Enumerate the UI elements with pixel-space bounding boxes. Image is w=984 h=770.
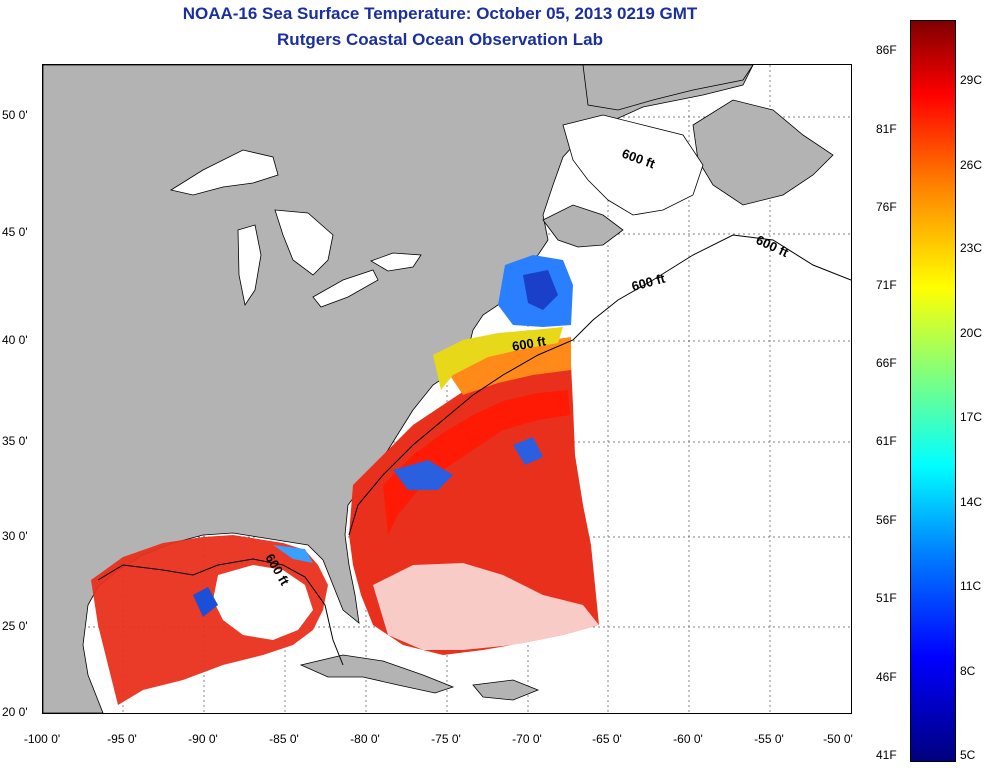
lat-label: 30 0' bbox=[2, 529, 28, 543]
temperature-colorbar bbox=[910, 20, 956, 762]
colorbar-c-label: 17C bbox=[960, 410, 983, 424]
colorbar-c-label: 23C bbox=[960, 241, 983, 255]
sst-gulf-coastal-cool bbox=[273, 545, 313, 563]
lon-label: -65 0' bbox=[592, 732, 622, 746]
land-maritimes bbox=[542, 204, 624, 248]
contour-600ft bbox=[97, 234, 851, 666]
gulf-st-lawrence bbox=[562, 114, 704, 216]
land-hispaniola bbox=[472, 679, 540, 701]
colorbar-f-label: 71F bbox=[876, 278, 897, 292]
land-quebec-north bbox=[582, 65, 754, 111]
map-canvas: 600 ft 600 ft 600 ft 600 ft 600 ft bbox=[43, 65, 851, 713]
contour-label-3: 600 ft bbox=[630, 270, 667, 293]
colorbar-f-label: 66F bbox=[876, 356, 897, 370]
lon-label: -100 0' bbox=[23, 732, 61, 746]
map-title: NOAA-16 Sea Surface Temperature: October… bbox=[182, 4, 698, 23]
lon-label: -75 0' bbox=[431, 732, 461, 746]
lon-label: -85 0' bbox=[269, 732, 299, 746]
colorbar-c-label: 5C bbox=[960, 748, 976, 762]
lake-erie bbox=[312, 269, 379, 308]
sst-gulf-clear-area bbox=[213, 565, 313, 640]
lon-label: -55 0' bbox=[754, 732, 784, 746]
colorbar-f-label: 61F bbox=[876, 434, 897, 448]
lake-ontario bbox=[370, 252, 422, 272]
lat-label: 40 0' bbox=[2, 333, 28, 347]
lon-label: -70 0' bbox=[512, 732, 542, 746]
colorbar-c-label: 14C bbox=[960, 495, 983, 509]
sst-mid-atlantic-shelf-yellow bbox=[433, 327, 563, 390]
colorbar-f-label: 76F bbox=[876, 200, 897, 214]
lon-label: -80 0' bbox=[350, 732, 380, 746]
land-cuba bbox=[299, 654, 455, 694]
colorbar-c-label: 11C bbox=[960, 579, 982, 593]
lat-label: 25 0' bbox=[2, 619, 28, 633]
contour-label-2: 600 ft bbox=[754, 232, 792, 260]
colorbar-f-label: 81F bbox=[876, 122, 897, 136]
lon-label: -90 0' bbox=[188, 732, 218, 746]
land-newfoundland bbox=[692, 99, 834, 206]
sst-atlantic-blue-patch bbox=[393, 460, 453, 490]
colorbar-f-label: 51F bbox=[876, 591, 897, 605]
colorbar-f-label: 41F bbox=[876, 748, 897, 762]
colorbar-c-label: 29C bbox=[960, 73, 983, 87]
lat-label: 45 0' bbox=[2, 225, 28, 239]
lon-label: -50 0' bbox=[823, 732, 853, 746]
colorbar-c-label: 20C bbox=[960, 326, 983, 340]
sst-bahamas-clouds bbox=[373, 563, 599, 650]
lat-label: 20 0' bbox=[2, 705, 28, 719]
sst-atlantic-blue-patch-2 bbox=[513, 437, 543, 465]
lake-superior bbox=[169, 149, 279, 196]
lat-label: 50 0' bbox=[2, 108, 28, 122]
contour-label-4: 600 ft bbox=[511, 333, 548, 354]
map-subtitle: Rutgers Coastal Ocean Observation Lab bbox=[277, 30, 603, 49]
colorbar-c-label: 26C bbox=[960, 158, 983, 172]
sst-gulf-blue-patch bbox=[193, 587, 218, 617]
colorbar-f-label: 56F bbox=[876, 513, 897, 527]
colorbar-c-label: 8C bbox=[960, 664, 976, 678]
lake-huron bbox=[274, 209, 334, 276]
colorbar-f-label: 46F bbox=[876, 670, 897, 684]
lake-michigan bbox=[237, 224, 262, 307]
sst-gulf-of-maine-dark bbox=[523, 270, 558, 310]
lon-label: -60 0' bbox=[673, 732, 703, 746]
lat-label: 35 0' bbox=[2, 434, 28, 448]
colorbar-f-label: 86F bbox=[876, 43, 897, 57]
lon-label: -95 0' bbox=[107, 732, 137, 746]
sst-map: 600 ft 600 ft 600 ft 600 ft 600 ft bbox=[42, 64, 852, 714]
